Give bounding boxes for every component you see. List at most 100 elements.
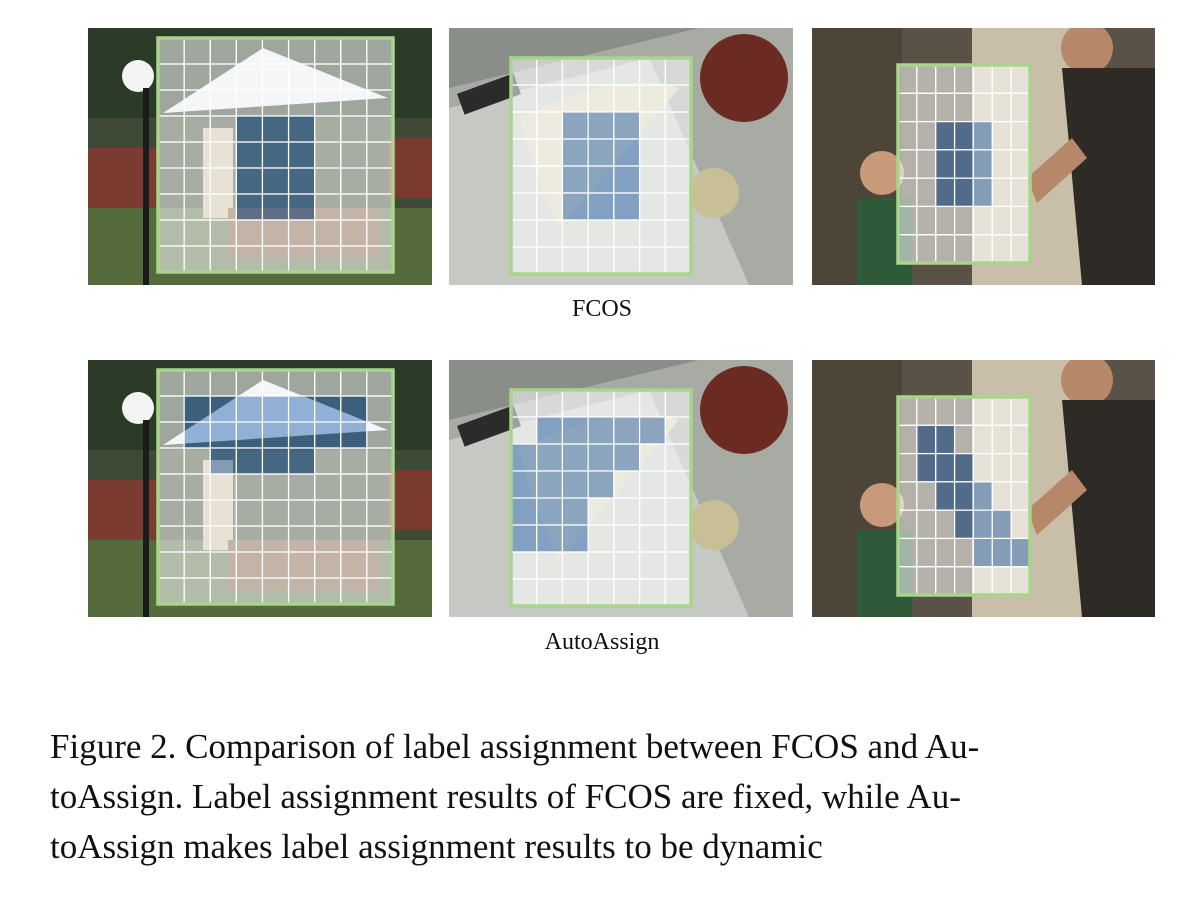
- negative-cell: [991, 205, 1012, 236]
- positive-cell: [613, 165, 641, 194]
- negative-cell: [261, 499, 290, 527]
- gt-box-border: [156, 36, 395, 274]
- negative-cell: [561, 57, 589, 86]
- negative-cell: [664, 416, 692, 445]
- positive-cell: [561, 416, 589, 445]
- negative-cell: [510, 111, 538, 140]
- negative-cell: [183, 577, 211, 605]
- negative-cell: [314, 551, 342, 579]
- negative-cell: [261, 473, 290, 501]
- negative-cell: [157, 115, 185, 143]
- negative-cell: [510, 551, 538, 580]
- positive-cell: [916, 452, 937, 483]
- figure-caption: Figure 2. Comparison of label assignment…: [50, 722, 1160, 872]
- positive-cell: [235, 421, 264, 449]
- negative-cell: [638, 57, 666, 86]
- gt-box-border: [156, 368, 395, 606]
- negative-cell: [340, 193, 368, 221]
- negative-cell: [157, 525, 185, 553]
- negative-cell: [953, 396, 975, 426]
- negative-cell: [261, 577, 290, 605]
- positive-cell: [561, 111, 589, 140]
- negative-cell: [235, 473, 264, 501]
- positive-cell: [613, 416, 641, 445]
- positive-cell: [953, 481, 975, 511]
- negative-cell: [916, 396, 937, 426]
- negative-cell: [261, 551, 290, 579]
- positive-cell: [935, 481, 956, 511]
- negative-cell: [638, 389, 666, 418]
- negative-cell: [536, 84, 564, 113]
- negative-cell: [314, 219, 342, 247]
- positive-cell: [183, 421, 211, 449]
- negative-cell: [991, 149, 1012, 179]
- negative-cell: [510, 84, 538, 113]
- fcos-panel-banana: [449, 28, 793, 285]
- negative-cell: [664, 192, 692, 221]
- negative-cell: [183, 447, 211, 475]
- negative-cell: [1010, 92, 1031, 123]
- negative-cell: [664, 111, 692, 140]
- negative-cell: [935, 396, 956, 426]
- negative-cell: [287, 369, 316, 397]
- positive-cell: [261, 447, 290, 475]
- positive-cell: [991, 537, 1012, 568]
- negative-cell: [157, 141, 185, 169]
- negative-cell: [638, 246, 666, 275]
- negative-cell: [314, 577, 342, 605]
- negative-cell: [536, 246, 564, 275]
- negative-cell: [1010, 424, 1031, 455]
- positive-cell: [314, 421, 342, 449]
- negative-cell: [183, 473, 211, 501]
- negative-cell: [953, 92, 975, 123]
- negative-cell: [157, 577, 185, 605]
- negative-cell: [340, 525, 368, 553]
- negative-cell: [314, 369, 342, 397]
- negative-cell: [1010, 177, 1031, 208]
- positive-cell: [972, 177, 993, 208]
- negative-cell: [510, 192, 538, 221]
- negative-cell: [235, 63, 264, 91]
- negative-cell: [953, 424, 975, 455]
- positive-cell: [972, 537, 993, 568]
- positive-cell: [935, 177, 956, 208]
- negative-cell: [1010, 120, 1031, 151]
- negative-cell: [536, 551, 564, 580]
- negative-cell: [314, 525, 342, 553]
- gt-box-border: [509, 388, 693, 608]
- negative-cell: [587, 578, 615, 607]
- negative-cell: [261, 525, 290, 553]
- negative-cell: [314, 473, 342, 501]
- positive-cell: [561, 165, 589, 194]
- negative-cell: [314, 63, 342, 91]
- positive-cell: [287, 115, 316, 143]
- positive-cell: [561, 192, 589, 221]
- positive-cell: [235, 115, 264, 143]
- positive-cell: [561, 524, 589, 553]
- negative-cell: [261, 245, 290, 273]
- negative-cell: [183, 245, 211, 273]
- negative-cell: [916, 509, 937, 540]
- negative-cell: [157, 447, 185, 475]
- negative-cell: [314, 115, 342, 143]
- negative-cell: [587, 497, 615, 526]
- negative-cell: [314, 447, 342, 475]
- negative-cell: [209, 473, 237, 501]
- positive-cell: [261, 141, 290, 169]
- negative-cell: [287, 551, 316, 579]
- negative-cell: [972, 566, 993, 596]
- positive-cell: [953, 149, 975, 179]
- positive-cell: [587, 165, 615, 194]
- negative-cell: [366, 525, 394, 553]
- positive-cell: [561, 443, 589, 472]
- negative-cell: [314, 193, 342, 221]
- negative-cell: [991, 120, 1012, 151]
- negative-cell: [1010, 64, 1031, 94]
- negative-cell: [536, 57, 564, 86]
- negative-cell: [183, 219, 211, 247]
- negative-cell: [510, 219, 538, 248]
- negative-cell: [916, 537, 937, 568]
- negative-cell: [536, 219, 564, 248]
- negative-cell: [261, 63, 290, 91]
- negative-cell: [287, 499, 316, 527]
